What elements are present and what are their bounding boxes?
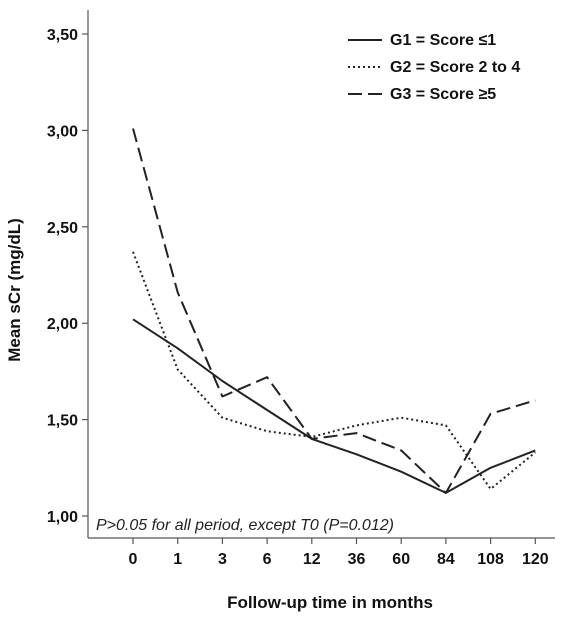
x-tick-label: 84 [437, 551, 455, 568]
x-tick-label: 60 [392, 551, 410, 568]
series-line-3 [132, 128, 536, 494]
y-ticks: 1,00 1,50 2,00 2,50 3,00 3,50 [47, 27, 88, 526]
y-tick-label: 2,50 [47, 220, 78, 237]
x-ticks: 0 1 3 6 12 36 60 84 108 120 [129, 538, 549, 568]
y-tick-label: 3,00 [47, 123, 78, 140]
legend-label: G1 = Score ≤1 [390, 32, 496, 49]
x-tick-label: 108 [477, 551, 504, 568]
x-tick-label: 0 [129, 551, 138, 568]
y-tick-label: 1,00 [47, 509, 78, 526]
legend: G1 = Score ≤1 G2 = Score 2 to 4 G3 = Score… [348, 32, 520, 103]
x-tick-label: 1 [173, 551, 182, 568]
series-line-2 [132, 251, 536, 490]
significance-annotation: P>0.05 for all period, except T0 (P=0.01… [96, 517, 394, 534]
legend-label: G2 = Score 2 to 4 [390, 59, 520, 76]
x-tick-label: 6 [263, 551, 272, 568]
series-lines [132, 128, 536, 494]
series-line-1 [132, 318, 536, 494]
x-tick-label: 3 [218, 551, 227, 568]
x-tick-label: 120 [522, 551, 549, 568]
y-axis-title: Mean sCr (mg/dL) [5, 218, 24, 362]
legend-label: G3 = Score ≥5 [390, 86, 496, 103]
x-axis-title: Follow-up time in months [227, 593, 433, 612]
x-tick-label: 12 [303, 551, 321, 568]
y-tick-label: 3,50 [47, 27, 78, 44]
x-tick-label: 36 [348, 551, 366, 568]
y-tick-label: 1,50 [47, 413, 78, 430]
axes [87, 10, 555, 539]
y-tick-label: 2,00 [47, 316, 78, 333]
